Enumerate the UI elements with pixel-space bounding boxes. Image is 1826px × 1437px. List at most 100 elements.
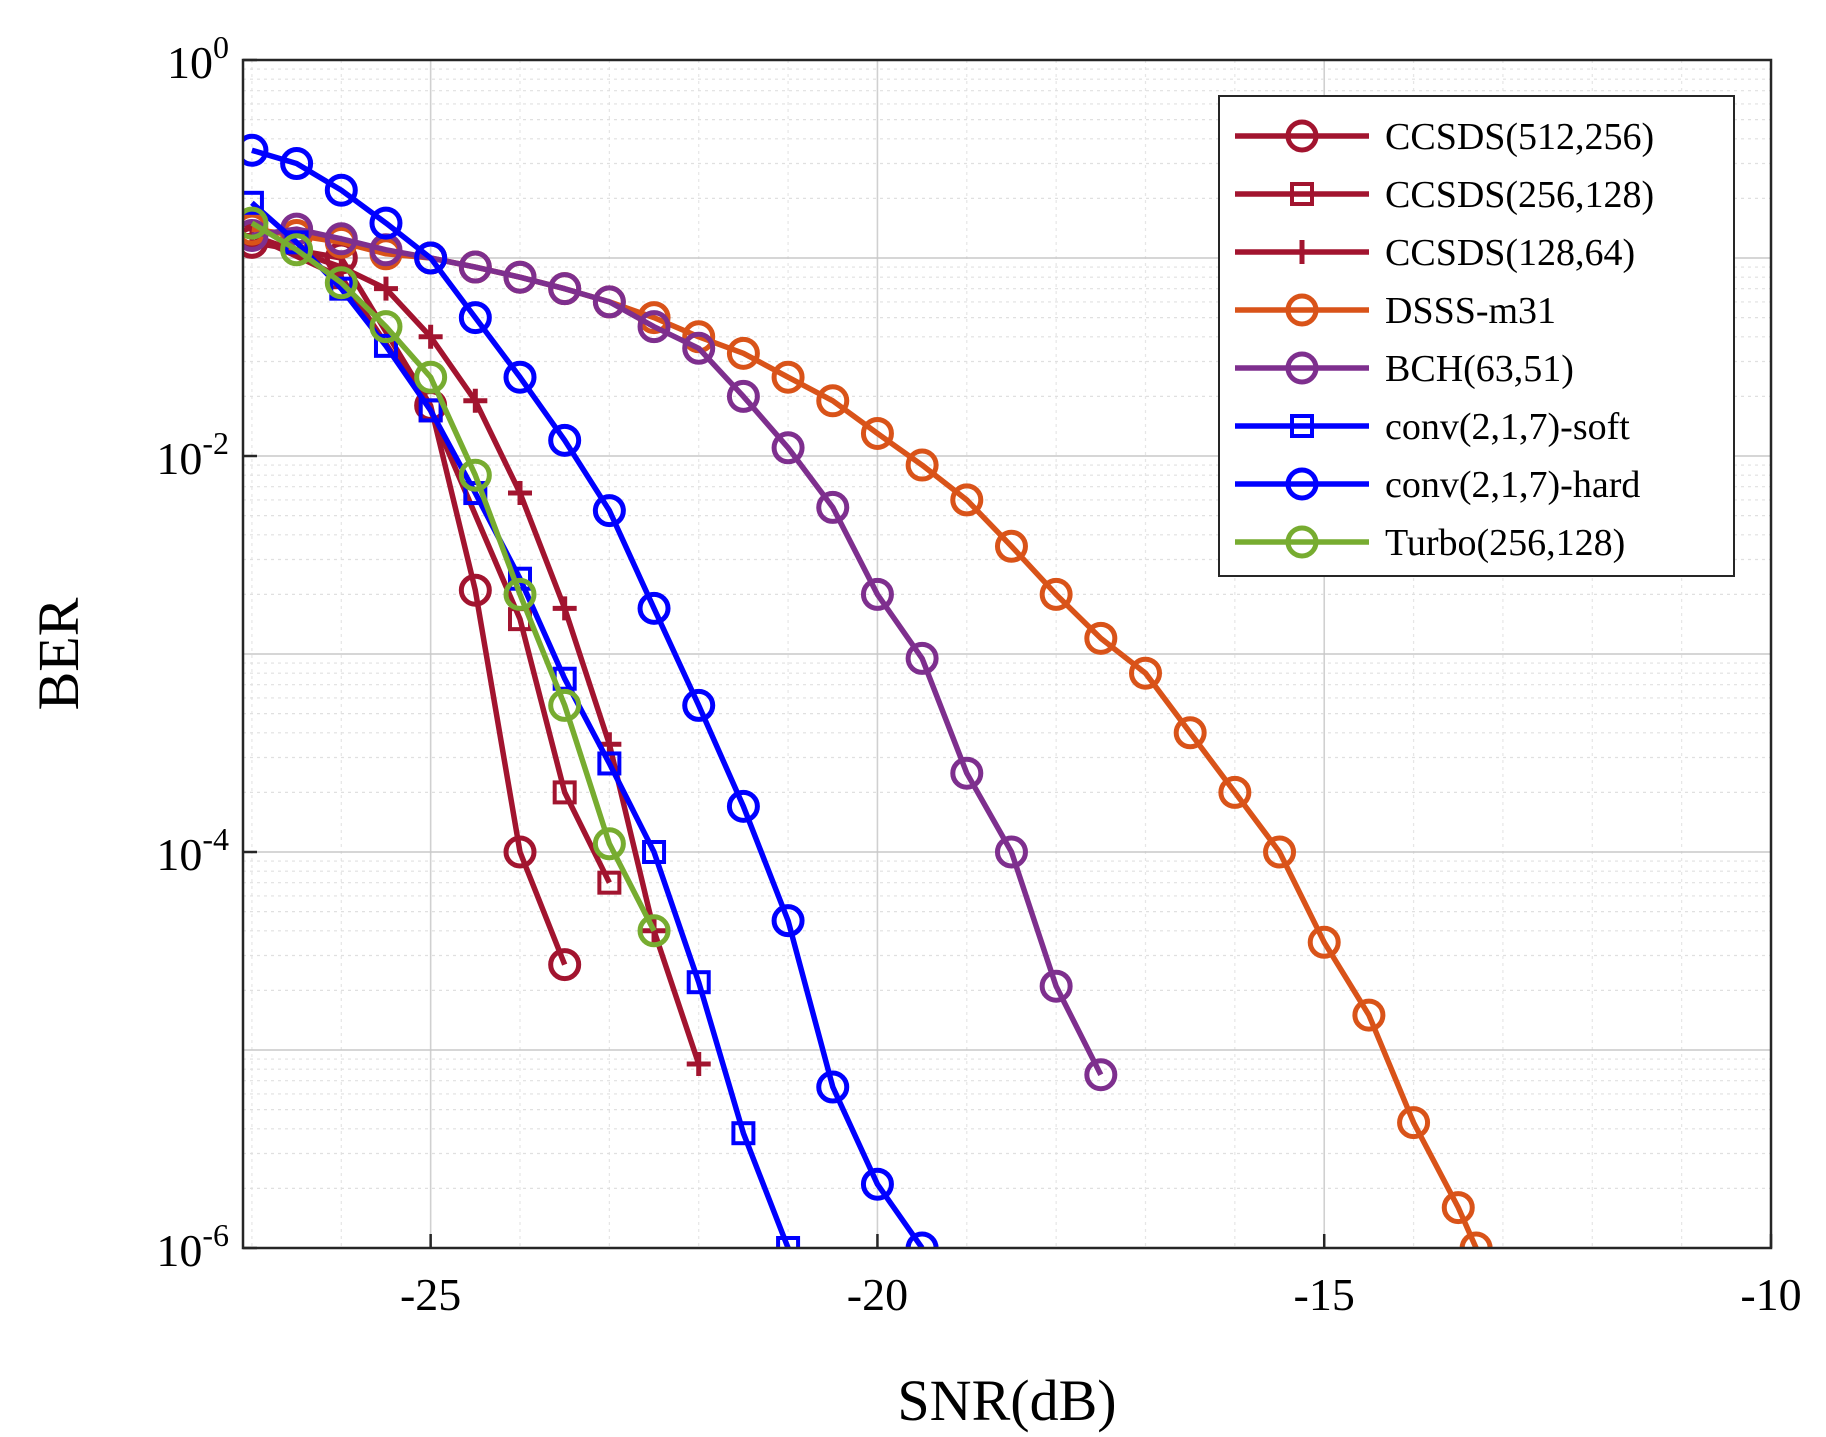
data-point-bch-63-51 [548,272,582,306]
data-point-bch-63-51 [324,222,358,256]
data-point-bch-63-51 [682,331,716,365]
data-point-turbo-256-128 [243,206,269,240]
data-point-turbo-256-128 [414,360,448,394]
data-point-bch-63-51 [637,310,671,344]
x-tick-label: -20 [847,1269,908,1320]
data-point-dsss-m31 [726,336,760,370]
data-point-turbo-256-128 [592,827,626,861]
data-point-conv-2-1-7-hard [682,688,716,722]
data-point-conv-2-1-7-hard [771,904,805,938]
series-line-ccsds-128-64 [250,232,702,1065]
data-point-bch-63-51 [243,218,269,252]
data-point-conv-2-1-7-hard [243,133,269,167]
series-ccsds-512-256 [243,225,582,982]
legend-label: conv(2,1,7)-hard [1385,464,1640,506]
data-point-conv-2-1-7-soft [597,751,622,776]
data-point-bch-63-51 [860,577,894,611]
data-point-conv-2-1-7-hard [458,301,492,335]
legend-item-dsss-m31: DSSS-m31 [1235,290,1556,332]
legend-item-conv-2-1-7-soft: conv(2,1,7)-soft [1235,406,1630,448]
data-point-ccsds-128-64 [418,324,443,349]
legend-swatch-marker [1290,240,1314,264]
data-point-conv-2-1-7-hard [637,591,671,625]
data-point-dsss-m31 [1441,1191,1475,1225]
legend-label: BCH(63,51) [1385,348,1574,390]
legend-item-ccsds-128-64: CCSDS(128,64) [1235,232,1635,274]
data-point-dsss-m31 [1218,775,1252,809]
data-point-conv-2-1-7-soft [418,398,443,423]
y-tick-label: 10-4 [156,821,229,880]
x-axis-label: SNR(dB) [897,1368,1116,1433]
x-tick-label: -10 [1740,1269,1801,1320]
data-point-dsss-m31 [950,483,984,517]
data-point-ccsds-256-128 [597,870,622,895]
data-point-bch-63-51 [592,285,626,319]
data-point-conv-2-1-7-hard [503,360,537,394]
data-point-bch-63-51 [905,641,939,675]
y-axis-label: BER [26,597,91,710]
data-point-ccsds-128-64 [508,481,533,506]
legend-swatch-marker [1290,182,1314,206]
data-point-dsss-m31 [1129,656,1163,690]
legend-item-ccsds-256-128: CCSDS(256,128) [1235,174,1654,216]
data-point-conv-2-1-7-hard [592,494,626,528]
data-point-bch-63-51 [503,260,537,294]
data-point-ccsds-512-256 [458,573,492,607]
data-point-dsss-m31 [771,360,805,394]
series-line-conv-2-1-7-hard [251,147,925,1248]
data-point-dsss-m31 [1397,1106,1431,1140]
legend-item-bch-63-51: BCH(63,51) [1235,348,1574,390]
data-point-turbo-256-128 [369,310,403,344]
legend-label: conv(2,1,7)-soft [1385,406,1630,448]
legend-swatch-marker [1285,467,1319,501]
data-point-dsss-m31 [1459,1231,1493,1248]
data-point-conv-2-1-7-hard [860,1167,894,1201]
data-point-conv-2-1-7-hard [548,423,582,457]
data-point-conv-2-1-7-soft [731,1121,756,1146]
data-point-ccsds-256-128 [552,780,577,805]
data-point-dsss-m31 [905,448,939,482]
data-point-turbo-256-128 [548,688,582,722]
legend-swatch-marker [1285,351,1319,385]
data-point-conv-2-1-7-hard [414,241,448,275]
data-point-turbo-256-128 [458,458,492,492]
data-point-bch-63-51 [950,756,984,790]
data-point-bch-63-51 [1084,1058,1118,1092]
data-point-ccsds-128-64 [463,388,488,413]
data-point-bch-63-51 [771,431,805,465]
x-tick-label: -25 [400,1269,461,1320]
data-point-dsss-m31 [1352,998,1386,1032]
data-point-bch-63-51 [816,490,850,524]
data-point-ccsds-128-64 [552,596,577,621]
y-axis-ticks: 100 10-2 10-4 10-6 [156,29,257,1276]
data-point-bch-63-51 [726,379,760,413]
legend-swatch-marker [1285,119,1319,153]
legend: CCSDS(512,256) CCSDS(256,128) CCSDS(128,64… [1218,95,1735,577]
series-conv-2-1-7-hard [243,133,939,1248]
data-point-dsss-m31 [1307,925,1341,959]
data-point-conv-2-1-7-hard [726,789,760,823]
legend-label: CCSDS(512,256) [1385,116,1654,158]
data-point-ccsds-512-256 [503,835,537,869]
data-point-conv-2-1-7-soft [243,190,264,215]
data-point-ccsds-128-64 [686,1051,711,1076]
data-point-dsss-m31 [1173,716,1207,750]
data-point-conv-2-1-7-soft [373,333,398,358]
legend-item-conv-2-1-7-hard: conv(2,1,7)-hard [1235,464,1640,506]
data-point-conv-2-1-7-soft [642,840,667,864]
data-point-conv-2-1-7-hard [816,1070,850,1104]
legend-item-ccsds-512-256: CCSDS(512,256) [1235,116,1654,158]
data-point-ccsds-512-256 [548,948,582,982]
data-point-conv-2-1-7-hard [369,206,403,240]
data-point-dsss-m31 [1039,577,1073,611]
x-tick-label: -15 [1294,1269,1355,1320]
data-point-conv-2-1-7-soft [776,1236,801,1248]
y-tick-label: 100 [167,29,229,88]
legend-swatch-marker [1290,414,1314,438]
y-tick-label: 10-2 [156,425,229,484]
data-point-dsss-m31 [1263,835,1297,869]
data-point-bch-63-51 [1039,969,1073,1003]
y-tick-label: 10-6 [156,1217,229,1276]
data-point-turbo-256-128 [637,914,671,948]
